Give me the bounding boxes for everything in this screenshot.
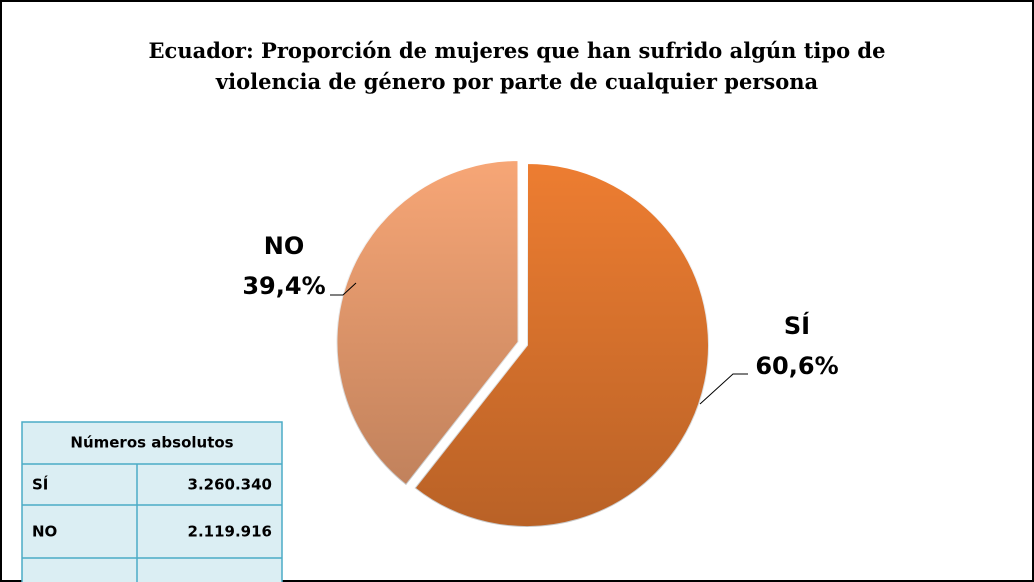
table-cell: 2.119.916: [188, 523, 272, 541]
leader-line: [330, 282, 357, 296]
chart-title: Ecuador: Proporción de mujeres que han s…: [149, 38, 886, 94]
table-bg: [21, 421, 283, 582]
slice-shade: [336, 160, 519, 486]
table-cell: 3.260.340: [188, 476, 272, 494]
slice-value-label: 60,6%: [755, 352, 838, 380]
data-table: Números absolutos SÍ 3.260.340 NO 2.119.…: [21, 421, 283, 582]
slice-value-label: 39,4%: [242, 272, 325, 300]
table-title: Números absolutos: [70, 434, 233, 452]
table-cell: SÍ: [32, 475, 49, 494]
leader-line: [699, 373, 748, 405]
slice-shade: [414, 163, 709, 527]
table-cell: NO: [32, 523, 57, 541]
slice-category: NO: [264, 232, 305, 260]
slice-category: SÍ: [784, 311, 810, 340]
